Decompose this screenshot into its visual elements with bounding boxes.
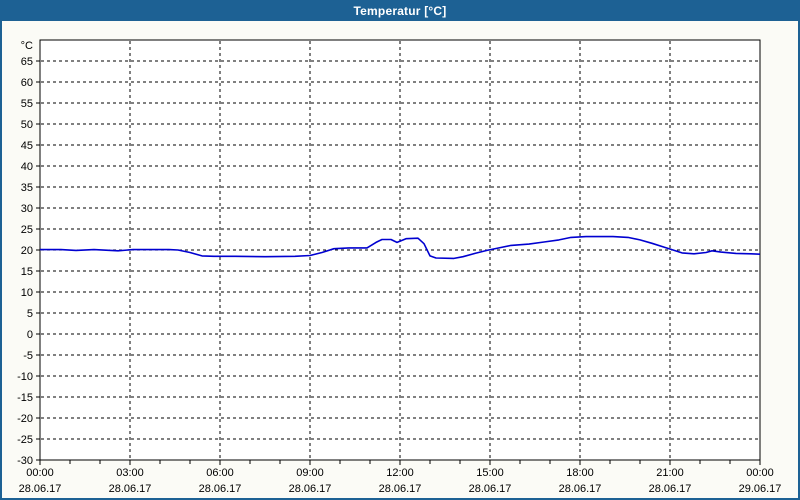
x-tick-time-label: 03:00 — [116, 467, 144, 479]
x-tick-time-label: 12:00 — [386, 467, 414, 479]
x-tick-date-label: 28.06.17 — [19, 483, 62, 495]
y-tick-label: 30 — [21, 203, 33, 215]
y-tick-label: -5 — [23, 350, 33, 362]
y-tick-label: 65 — [21, 56, 33, 68]
y-tick-label: 50 — [21, 119, 33, 131]
y-tick-label: -30 — [17, 455, 33, 467]
y-tick-label: 55 — [21, 98, 33, 110]
x-tick-date-label: 28.06.17 — [649, 483, 692, 495]
y-tick-label: -20 — [17, 413, 33, 425]
y-tick-label: 20 — [21, 245, 33, 257]
x-tick-time-label: 18:00 — [566, 467, 594, 479]
x-tick-date-label: 28.06.17 — [469, 483, 512, 495]
y-tick-label: -15 — [17, 392, 33, 404]
x-tick-time-label: 15:00 — [476, 467, 504, 479]
window-title: Temperatur [°C] — [353, 3, 447, 18]
y-tick-label: -10 — [17, 371, 33, 383]
temperature-series-line — [40, 235, 761, 260]
y-tick-label: 25 — [21, 224, 33, 236]
y-tick-label: 0 — [27, 329, 33, 341]
x-tick-time-label: 09:00 — [296, 467, 324, 479]
x-tick-date-label: 28.06.17 — [379, 483, 422, 495]
x-tick-date-label: 28.06.17 — [109, 483, 152, 495]
x-tick-time-label: 21:00 — [656, 467, 684, 479]
y-axis-unit-label: °C — [21, 40, 33, 52]
y-tick-label: 40 — [21, 161, 33, 173]
y-tick-label: 15 — [21, 266, 33, 278]
window-titlebar[interactable]: Temperatur [°C] — [0, 0, 800, 21]
y-tick-label: 35 — [21, 182, 33, 194]
x-tick-date-label: 28.06.17 — [289, 483, 332, 495]
y-tick-label: 60 — [21, 77, 33, 89]
x-tick-date-label: 29.06.17 — [739, 483, 782, 495]
x-tick-time-label: 00:00 — [26, 467, 54, 479]
y-tick-label: 10 — [21, 287, 33, 299]
x-tick-date-label: 28.06.17 — [559, 483, 602, 495]
x-tick-time-label: 00:00 — [746, 467, 774, 479]
y-tick-label: 45 — [21, 140, 33, 152]
x-tick-time-label: 06:00 — [206, 467, 234, 479]
y-tick-label: -25 — [17, 434, 33, 446]
x-tick-date-label: 28.06.17 — [199, 483, 242, 495]
y-tick-label: 5 — [27, 308, 33, 320]
